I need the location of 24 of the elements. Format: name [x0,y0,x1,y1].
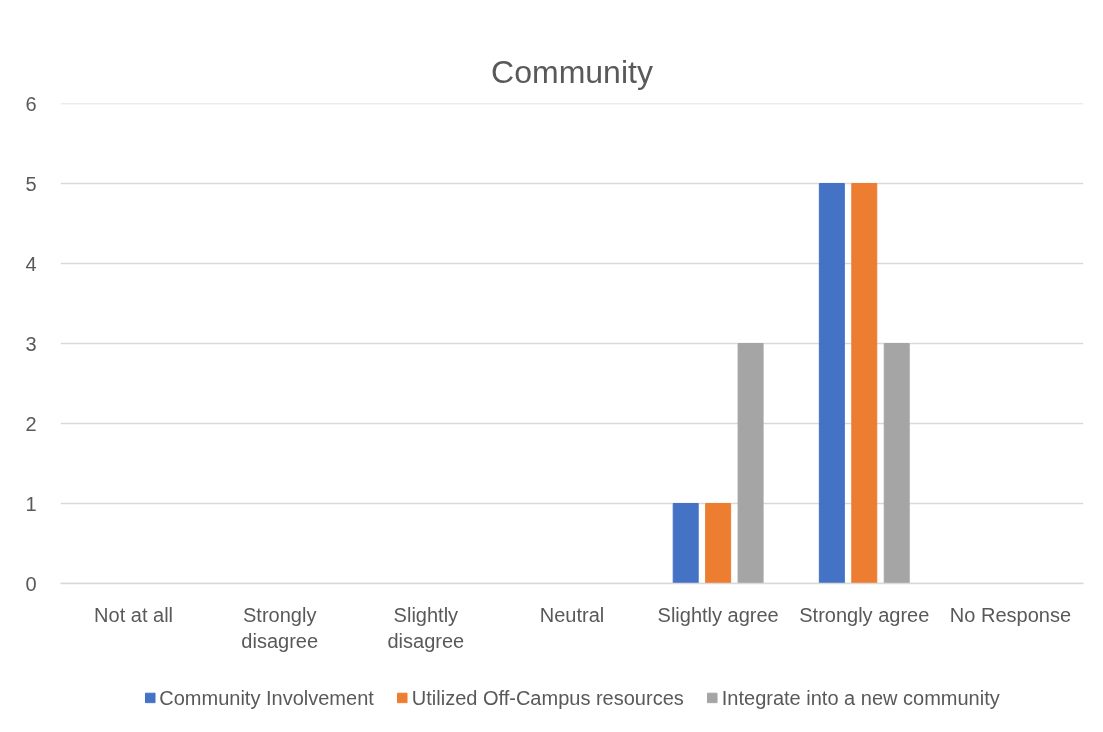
y-tick-label: 2 [25,412,37,435]
y-tick-label: 6 [25,92,37,115]
bar [672,503,699,584]
bar [851,183,878,584]
x-tick-label: Strongly agree [799,603,930,626]
x-tick-label: Slightly agree [657,603,779,626]
legend-label: Integrate into a new community [721,686,1000,709]
bar [883,343,910,584]
legend-label: Community Involvement [159,686,374,709]
x-tick-label: Not at all [94,603,174,626]
x-tick-label: Strongly disagree [241,603,319,652]
y-tick-label: 1 [25,492,37,515]
x-tick-label: Neutral [539,603,605,626]
legend-label: Utilized Off-Campus resources [411,686,684,709]
y-tick-label: 4 [25,252,37,275]
x-tick-label: No Response [949,603,1072,626]
bar [818,183,845,584]
y-tick-label: 5 [25,172,37,195]
chart-title: Community [491,53,653,90]
bar [705,503,732,584]
y-tick-label: 3 [25,332,37,355]
y-tick-label: 0 [25,572,37,595]
x-tick-label: Slightly disagree [387,603,465,652]
bar [737,343,764,584]
